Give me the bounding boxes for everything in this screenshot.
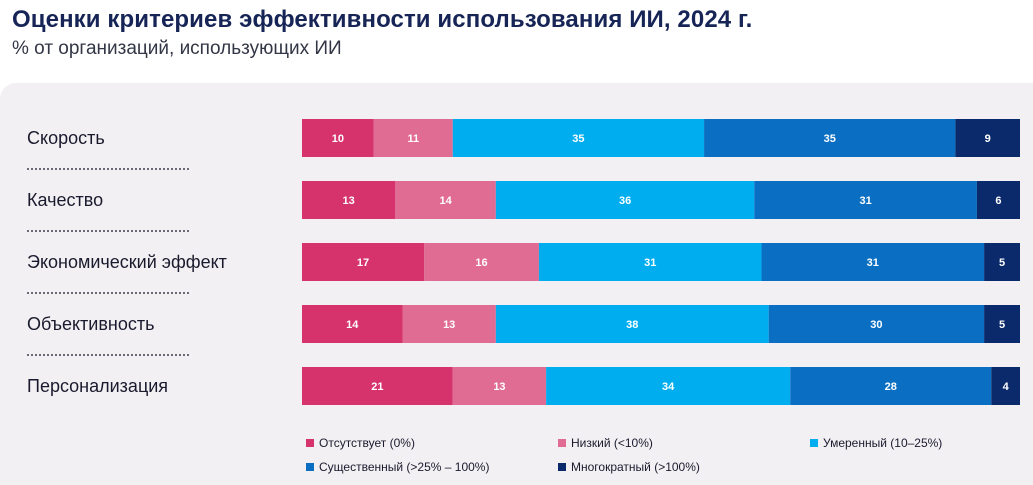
data-label: 13 — [493, 381, 505, 393]
chart-title: Оценки критериев эффективности использов… — [12, 6, 753, 33]
legend-swatch — [558, 439, 566, 447]
bar-segment — [373, 119, 453, 157]
data-label: 30 — [870, 319, 882, 331]
data-label: 31 — [644, 257, 656, 269]
data-label: 11 — [407, 133, 419, 145]
bar-segment — [538, 243, 762, 281]
legend-item: Отсутствует (0%) — [306, 436, 415, 450]
bar-segment — [955, 119, 1020, 157]
data-label: 36 — [619, 195, 631, 207]
legend-swatch — [306, 439, 314, 447]
legend-label: Низкий (<10%) — [571, 436, 653, 450]
data-label: 4 — [1003, 381, 1010, 393]
bar-segment — [452, 367, 547, 405]
bar-segment — [704, 119, 956, 157]
bar-segment — [761, 243, 985, 281]
data-label: 10 — [332, 133, 344, 145]
legend-item: Многократный (>100%) — [558, 460, 700, 474]
data-label: 16 — [475, 257, 487, 269]
data-label: 31 — [860, 195, 872, 207]
data-label: 13 — [343, 195, 355, 207]
bar-segment — [754, 181, 977, 219]
data-label: 14 — [439, 195, 452, 207]
bar-segment — [991, 367, 1020, 405]
data-label: 38 — [626, 319, 638, 331]
bar-segment — [768, 305, 985, 343]
bar-segment — [424, 243, 539, 281]
category-label: Объективность — [27, 314, 155, 334]
legend-label: Отсутствует (0%) — [319, 436, 415, 450]
bar-segment — [402, 305, 496, 343]
legend-label: Умеренный (10–25%) — [823, 436, 943, 450]
data-label: 28 — [885, 381, 897, 393]
bar-segment — [984, 305, 1020, 343]
data-label: 31 — [867, 257, 879, 269]
data-label: 5 — [999, 257, 1005, 269]
data-label: 9 — [985, 133, 991, 145]
legend-swatch — [306, 463, 314, 471]
legend-label: Существенный (>25% – 100%) — [319, 460, 490, 474]
bar-segment — [495, 181, 755, 219]
data-label: 35 — [572, 133, 584, 145]
legend-label: Многократный (>100%) — [571, 460, 700, 474]
legend-item: Существенный (>25% – 100%) — [306, 460, 489, 474]
bar-segment — [790, 367, 992, 405]
legend-item: Низкий (<10%) — [558, 436, 653, 450]
data-label: 35 — [824, 133, 836, 145]
category-label: Экономический эффект — [27, 252, 227, 272]
bar-segment — [302, 243, 425, 281]
bar-segment — [302, 305, 403, 343]
data-label: 34 — [662, 381, 675, 393]
category-label: Качество — [27, 190, 103, 210]
data-label: 21 — [371, 381, 383, 393]
data-label: 13 — [443, 319, 455, 331]
legend-swatch — [558, 463, 566, 471]
category-label: Персонализация — [27, 376, 168, 396]
legend-swatch — [810, 439, 818, 447]
bar-segment — [984, 243, 1020, 281]
bar-segment — [546, 367, 791, 405]
category-label: Скорость — [27, 128, 105, 148]
data-label: 5 — [999, 319, 1005, 331]
chart-legend: Отсутствует (0%) Низкий (<10%) Умеренный (… — [306, 436, 1026, 480]
bar-segment — [302, 119, 374, 157]
chart-subtitle: % от организаций, использующих ИИ — [12, 38, 342, 59]
bar-segment — [395, 181, 496, 219]
data-label: 17 — [357, 257, 369, 269]
bar-segment — [495, 305, 769, 343]
bar-segment — [452, 119, 705, 157]
bar-segment — [976, 181, 1020, 219]
bar-segment — [302, 367, 453, 405]
legend-item: Умеренный (10–25%) — [810, 436, 942, 450]
data-label: 14 — [346, 319, 359, 331]
bar-segment — [302, 181, 396, 219]
data-label: 6 — [995, 195, 1001, 207]
